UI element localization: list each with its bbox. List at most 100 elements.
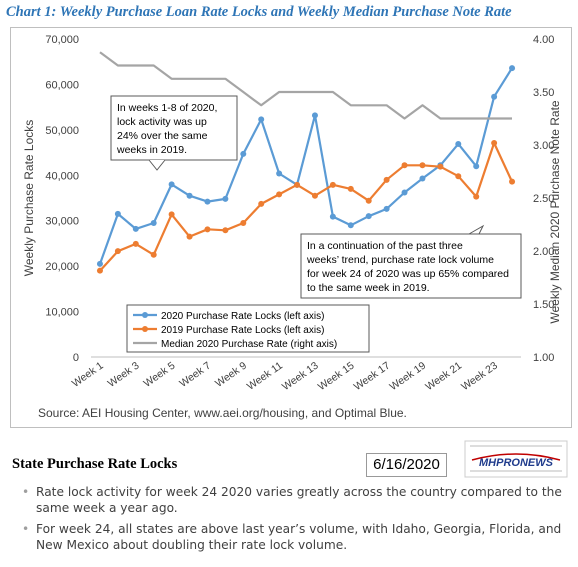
y-tick-label: 0: [73, 352, 79, 364]
y2-tick-label: 1.00: [533, 352, 554, 364]
y2-tick-label: 2.00: [533, 246, 554, 258]
data-point: [491, 140, 498, 147]
x-tick-label: Week 19: [388, 360, 429, 394]
section-title: State Purchase Rate Locks: [12, 456, 178, 472]
x-tick-label: Week 9: [213, 360, 249, 390]
y2-axis-title: Weekly Median 2020 Purchase Note Rate: [548, 100, 562, 324]
data-point: [473, 193, 480, 200]
data-point: [473, 163, 480, 170]
svg-text:MHPRONEWS: MHPRONEWS: [479, 457, 554, 469]
y-tick-label: 50,000: [45, 125, 79, 137]
data-point: [258, 116, 265, 123]
x-tick-label: Week 11: [245, 360, 285, 393]
chart-title: Chart 1: Weekly Purchase Loan Rate Locks…: [6, 4, 512, 20]
x-tick-label: Week 13: [280, 360, 321, 394]
mhpronews-logo: MHPRONEWS: [464, 440, 568, 478]
data-point: [365, 197, 372, 204]
y2-tick-label: 3.00: [533, 140, 554, 152]
data-point: [311, 192, 318, 199]
data-point: [168, 181, 175, 188]
y-tick-label: 40,000: [45, 170, 79, 182]
data-point: [437, 163, 444, 170]
data-point: [347, 185, 354, 192]
legend-label: Median 2020 Purchase Rate (right axis): [161, 339, 337, 350]
annotation-1: In weeks 1-8 of 2020, lock activity was u…: [110, 95, 238, 161]
legend-marker: [142, 312, 148, 318]
data-point: [114, 210, 121, 217]
data-point: [401, 162, 408, 169]
data-point: [419, 162, 426, 169]
y2-tick-label: 2.50: [533, 193, 554, 205]
data-point: [204, 198, 211, 205]
data-point: [383, 176, 390, 183]
data-point: [276, 170, 283, 177]
data-point: [132, 225, 139, 232]
data-point: [365, 213, 372, 220]
y2-tick-label: 4.00: [533, 34, 554, 46]
data-point: [383, 205, 390, 212]
data-point: [329, 213, 336, 220]
x-tick-label: Week 23: [459, 360, 500, 394]
bullet-list: Rate lock activity for week 24 2020 vari…: [22, 484, 562, 558]
y2-tick-label: 3.50: [533, 87, 554, 99]
data-point: [294, 181, 301, 188]
data-point: [150, 251, 157, 258]
data-point: [329, 181, 336, 188]
x-tick-label: Week 21: [423, 360, 464, 394]
data-point: [150, 219, 157, 226]
data-point: [114, 248, 121, 255]
data-point: [419, 175, 426, 182]
data-point: [455, 140, 462, 147]
legend-label: 2019 Purchase Rate Locks (left axis): [161, 325, 324, 336]
x-tick-label: Week 1: [70, 360, 106, 390]
series-line-1: [98, 67, 513, 265]
x-tick-label: Week 7: [177, 360, 213, 390]
y-axis-title: Weekly Purchase Rate Locks: [22, 120, 36, 277]
data-point: [204, 226, 211, 233]
x-tick-label: Week 17: [352, 360, 393, 394]
y-tick-label: 20,000: [45, 261, 79, 273]
data-point: [240, 219, 247, 226]
data-point: [276, 191, 283, 198]
annotation-1-pointer: [148, 159, 166, 171]
annotation-2-text: In a continuation of the past three weeks…: [306, 240, 509, 294]
data-point: [311, 112, 318, 119]
x-tick-label: Week 15: [316, 360, 357, 394]
annotation-1-text: In weeks 1-8 of 2020, lock activity was u…: [116, 102, 217, 156]
data-point: [186, 192, 193, 199]
annotation-2: In a continuation of the past three weeks…: [300, 233, 522, 299]
data-point: [455, 173, 462, 180]
y2-tick-label: 1.50: [533, 299, 554, 311]
data-point: [186, 233, 193, 240]
data-point: [401, 189, 408, 196]
bullet-item: Rate lock activity for week 24 2020 vari…: [22, 484, 562, 516]
series-line-2: [99, 141, 513, 272]
data-point: [96, 267, 103, 274]
chart-svg: 0 10,000 20,000 30,000 40,000 50,000 60,000 70,…: [22, 34, 562, 420]
annotation-1-box: [110, 95, 238, 161]
bullet-item: For week 24, all states are above last y…: [22, 521, 562, 553]
y-tick-label: 60,000: [45, 79, 79, 91]
data-point: [491, 93, 498, 100]
data-point: [96, 260, 103, 267]
data-point: [509, 178, 516, 185]
annotation-2-box: [300, 233, 522, 299]
y-tick-label: 10,000: [45, 307, 79, 319]
data-point: [258, 200, 265, 207]
y-tick-label: 70,000: [45, 34, 79, 46]
source-note: Source: AEI Housing Center, www.aei.org/…: [38, 406, 407, 420]
data-point: [240, 150, 247, 157]
chart-frame: 0 10,000 20,000 30,000 40,000 50,000 60,000 70,…: [10, 27, 572, 428]
x-tick-label: Week 5: [141, 360, 177, 390]
data-point: [222, 227, 229, 234]
y-tick-label: 30,000: [45, 216, 79, 228]
data-point: [509, 65, 516, 72]
data-point: [132, 240, 139, 247]
data-point: [222, 195, 229, 202]
date-badge: 6/16/2020: [366, 453, 447, 477]
data-point: [168, 211, 175, 218]
legend-label: 2020 Purchase Rate Locks (left axis): [161, 311, 324, 322]
legend-box: [126, 304, 370, 353]
legend-marker: [142, 326, 148, 332]
x-tick-label: Week 3: [106, 360, 142, 390]
